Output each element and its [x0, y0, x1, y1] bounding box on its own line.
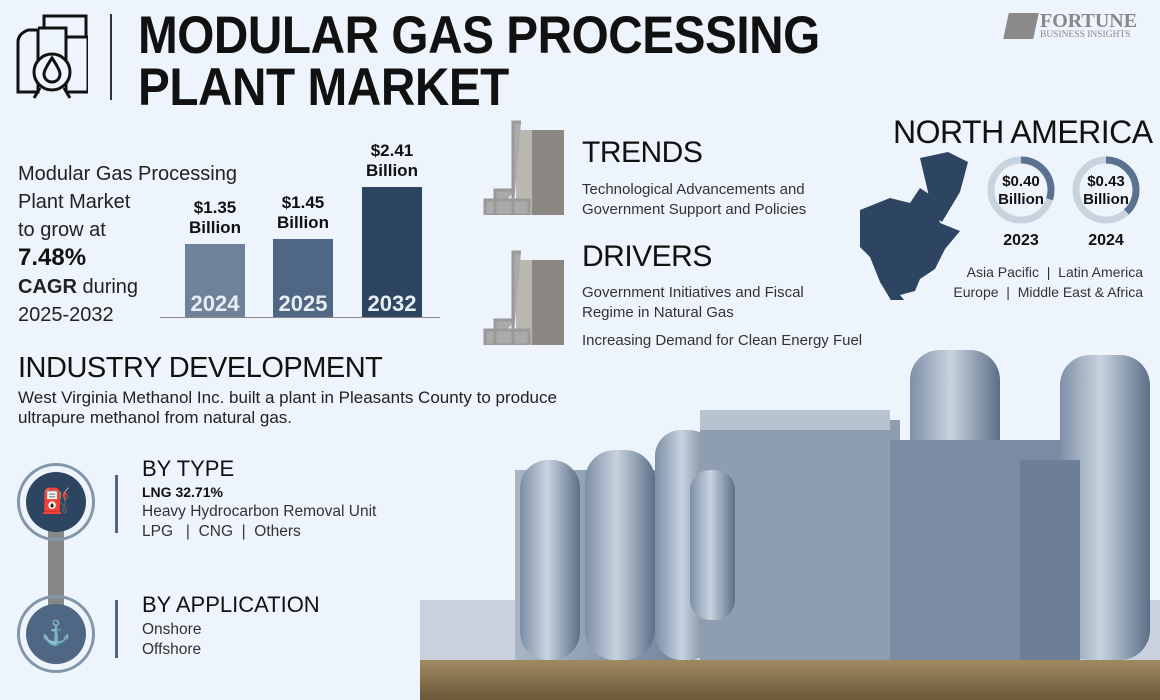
gas-plant-icon: [16, 14, 88, 99]
donut-value: $0.43 Billion: [1083, 173, 1129, 208]
bar-year-label: 2032: [367, 291, 417, 316]
drivers-text: Government Initiatives and Fiscal Regime …: [582, 284, 863, 349]
bar-2032: 2032: [362, 187, 422, 317]
header-divider: [110, 14, 112, 100]
bar-value-label: $2.41 Billion: [366, 141, 418, 180]
donut-year: 2024: [1088, 232, 1124, 249]
bar-year-label: 2024: [190, 291, 240, 316]
type-icon-ring: [17, 463, 95, 541]
bar-year-label: 2025: [278, 291, 328, 316]
bar-value-label: $1.45 Billion: [277, 192, 329, 232]
trends-text: Technological Advancements and Government…: [582, 181, 807, 218]
trends-title: TRENDS: [582, 136, 703, 169]
application-divider: [115, 600, 118, 658]
growth-summary: Modular Gas Processing Plant Market to gro…: [18, 163, 237, 326]
by-application: BY APPLICATION Onshore Offshore: [142, 592, 320, 658]
gas-rig-icon: ⛽: [26, 472, 86, 532]
bar-2024: 2024: [185, 244, 245, 317]
tank-icon: [483, 120, 564, 215]
segment-connector: [48, 530, 64, 610]
donut-value: $0.40 Billion: [998, 173, 1044, 208]
bar-2025: 2025: [273, 238, 333, 317]
donut-2023: [987, 156, 1055, 224]
industry-title: INDUSTRY DEVELOPMENT: [18, 352, 383, 384]
market-size-bar-chart: 2024 $1.35 Billion 2025 $1.45 Billion 2032 $2.4…: [160, 130, 440, 318]
by-type: BY TYPE LNG 32.71% Heavy Hydrocarbon Rem…: [142, 456, 377, 540]
industry-text: West Virginia Methanol Inc. built a plan…: [18, 388, 557, 427]
page-title: MODULAR GAS PROCESSING PLANT MARKET: [138, 6, 820, 117]
application-icon-ring: [17, 595, 95, 673]
drivers-title: DRIVERS: [582, 240, 712, 273]
tank-icon: [483, 250, 564, 345]
other-regions: Asia Pacific | Latin America Europe | Mid…: [953, 264, 1143, 300]
north-america-map: [860, 152, 968, 300]
bar-value-label: $1.35 Billion: [189, 198, 241, 238]
gas-plant-photo: [420, 350, 1160, 700]
region-title: NORTH AMERICA: [893, 114, 1153, 150]
type-divider: [115, 475, 118, 533]
donut-2024: [1072, 156, 1140, 224]
fortune-logo: FORTUNE BUSINESS INSIGHTS: [1003, 11, 1137, 40]
offshore-platform-icon: ⚓: [26, 604, 86, 664]
logo-mark-icon: [1003, 13, 1039, 39]
donut-year: 2023: [1003, 232, 1039, 249]
